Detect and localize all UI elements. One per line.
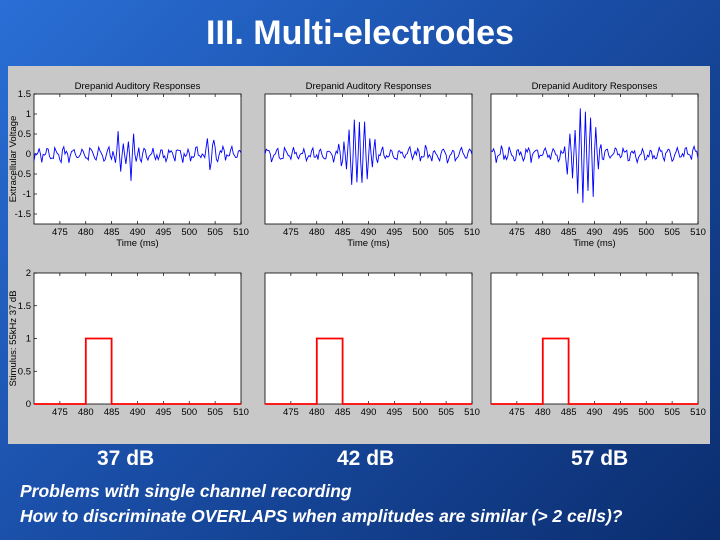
x-tick-label: 510 [233, 407, 249, 418]
x-tick-label: 485 [561, 227, 577, 238]
x-tick-label: 495 [612, 407, 628, 418]
x-tick-label: 475 [52, 227, 68, 238]
x-tick-label: 500 [181, 407, 197, 418]
y-axis-label-bottom-left: Stimulus: 55kHz 37 dB [8, 290, 19, 386]
x-tick-label: 500 [412, 407, 428, 418]
plot-area-top-left [33, 93, 242, 225]
x-tick-label: 480 [78, 407, 94, 418]
x-tick-label: 485 [335, 407, 351, 418]
x-tick-label: 475 [283, 227, 299, 238]
x-tick-label: 475 [509, 227, 525, 238]
x-axis-label-top-right: Time (ms) [573, 238, 615, 249]
y-tick-label: 0.5 [18, 366, 31, 377]
x-tick-label: 495 [386, 407, 402, 418]
x-axis-label-top-middle: Time (ms) [347, 238, 389, 249]
x-tick-label: 495 [155, 227, 171, 238]
figure-svg: Drepanid Auditory Responses 475 480 485 490 4… [8, 81, 706, 418]
x-tick-label: 505 [207, 227, 223, 238]
x-axis-label-top-left: Time (ms) [116, 238, 158, 249]
y-tick-label: 2 [26, 268, 31, 279]
x-tick-label: 510 [233, 227, 249, 238]
x-tick-label: 490 [130, 407, 146, 418]
y-tick-label: -0.5 [15, 169, 31, 180]
plot-area-bottom-right [490, 272, 699, 405]
x-tick-label: 505 [664, 407, 680, 418]
x-tick-label: 500 [181, 227, 197, 238]
condition-label-37db: 37 dB [97, 447, 155, 470]
x-tick-label: 510 [464, 407, 480, 418]
y-tick-label: 1.5 [18, 301, 31, 312]
series-line-top-left [33, 131, 242, 181]
x-tick-label: 490 [587, 407, 603, 418]
x-tick-label: 485 [561, 407, 577, 418]
x-tick-label: 475 [283, 407, 299, 418]
figure: Drepanid Auditory Responses 475 480 485 490 4… [8, 66, 710, 444]
x-tick-label: 505 [438, 227, 454, 238]
note-line-1: Problems with single channel recording [20, 481, 352, 501]
plot-area-bottom-left [33, 272, 242, 405]
x-tick-label: 500 [412, 227, 428, 238]
x-tick-label: 495 [155, 407, 171, 418]
chart-title-top-right: Drepanid Auditory Responses [532, 81, 658, 92]
x-tick-label: 500 [638, 227, 654, 238]
y-tick-label: 0.5 [18, 129, 31, 140]
y-tick-label: -1 [23, 189, 31, 200]
series-line-top-right [490, 108, 699, 203]
chart-title-top-middle: Drepanid Auditory Responses [306, 81, 432, 92]
x-tick-label: 475 [52, 407, 68, 418]
x-tick-label: 480 [535, 407, 551, 418]
x-tick-label: 480 [309, 227, 325, 238]
x-tick-label: 510 [690, 227, 706, 238]
y-tick-label: 1.5 [18, 89, 31, 100]
y-tick-label: 0 [26, 149, 31, 160]
x-tick-label: 495 [612, 227, 628, 238]
chart-title-top-left: Drepanid Auditory Responses [75, 81, 201, 92]
y-tick-label: 0 [26, 399, 31, 410]
condition-label-42db: 42 dB [337, 447, 395, 470]
plot-area-bottom-middle [264, 272, 473, 405]
y-tick-label: 1 [26, 334, 31, 345]
slide-title: III. Multi-electrodes [206, 14, 514, 52]
series-line-top-middle [264, 119, 473, 185]
x-tick-label: 495 [386, 227, 402, 238]
x-tick-label: 510 [464, 227, 480, 238]
x-tick-label: 485 [104, 227, 120, 238]
x-tick-label: 500 [638, 407, 654, 418]
y-tick-label: -1.5 [15, 209, 31, 220]
series-line-bottom-middle [265, 337, 472, 405]
x-tick-label: 490 [361, 227, 377, 238]
x-tick-label: 485 [104, 407, 120, 418]
y-axis-label-top-left: Extracellular Voltage [8, 116, 19, 203]
x-tick-label: 475 [509, 407, 525, 418]
x-tick-label: 490 [587, 227, 603, 238]
series-line-bottom-left [34, 337, 241, 405]
x-tick-label: 480 [78, 227, 94, 238]
x-tick-label: 510 [690, 407, 706, 418]
x-tick-label: 505 [664, 227, 680, 238]
condition-label-57db: 57 dB [571, 447, 629, 470]
note-line-2: How to discriminate OVERLAPS when amplit… [20, 506, 623, 526]
series-line-bottom-right [491, 337, 698, 405]
y-tick-label: 1 [26, 109, 31, 120]
x-tick-label: 490 [130, 227, 146, 238]
x-tick-label: 485 [335, 227, 351, 238]
x-tick-label: 490 [361, 407, 377, 418]
x-tick-label: 480 [535, 227, 551, 238]
x-tick-label: 505 [438, 407, 454, 418]
x-tick-label: 480 [309, 407, 325, 418]
x-tick-label: 505 [207, 407, 223, 418]
